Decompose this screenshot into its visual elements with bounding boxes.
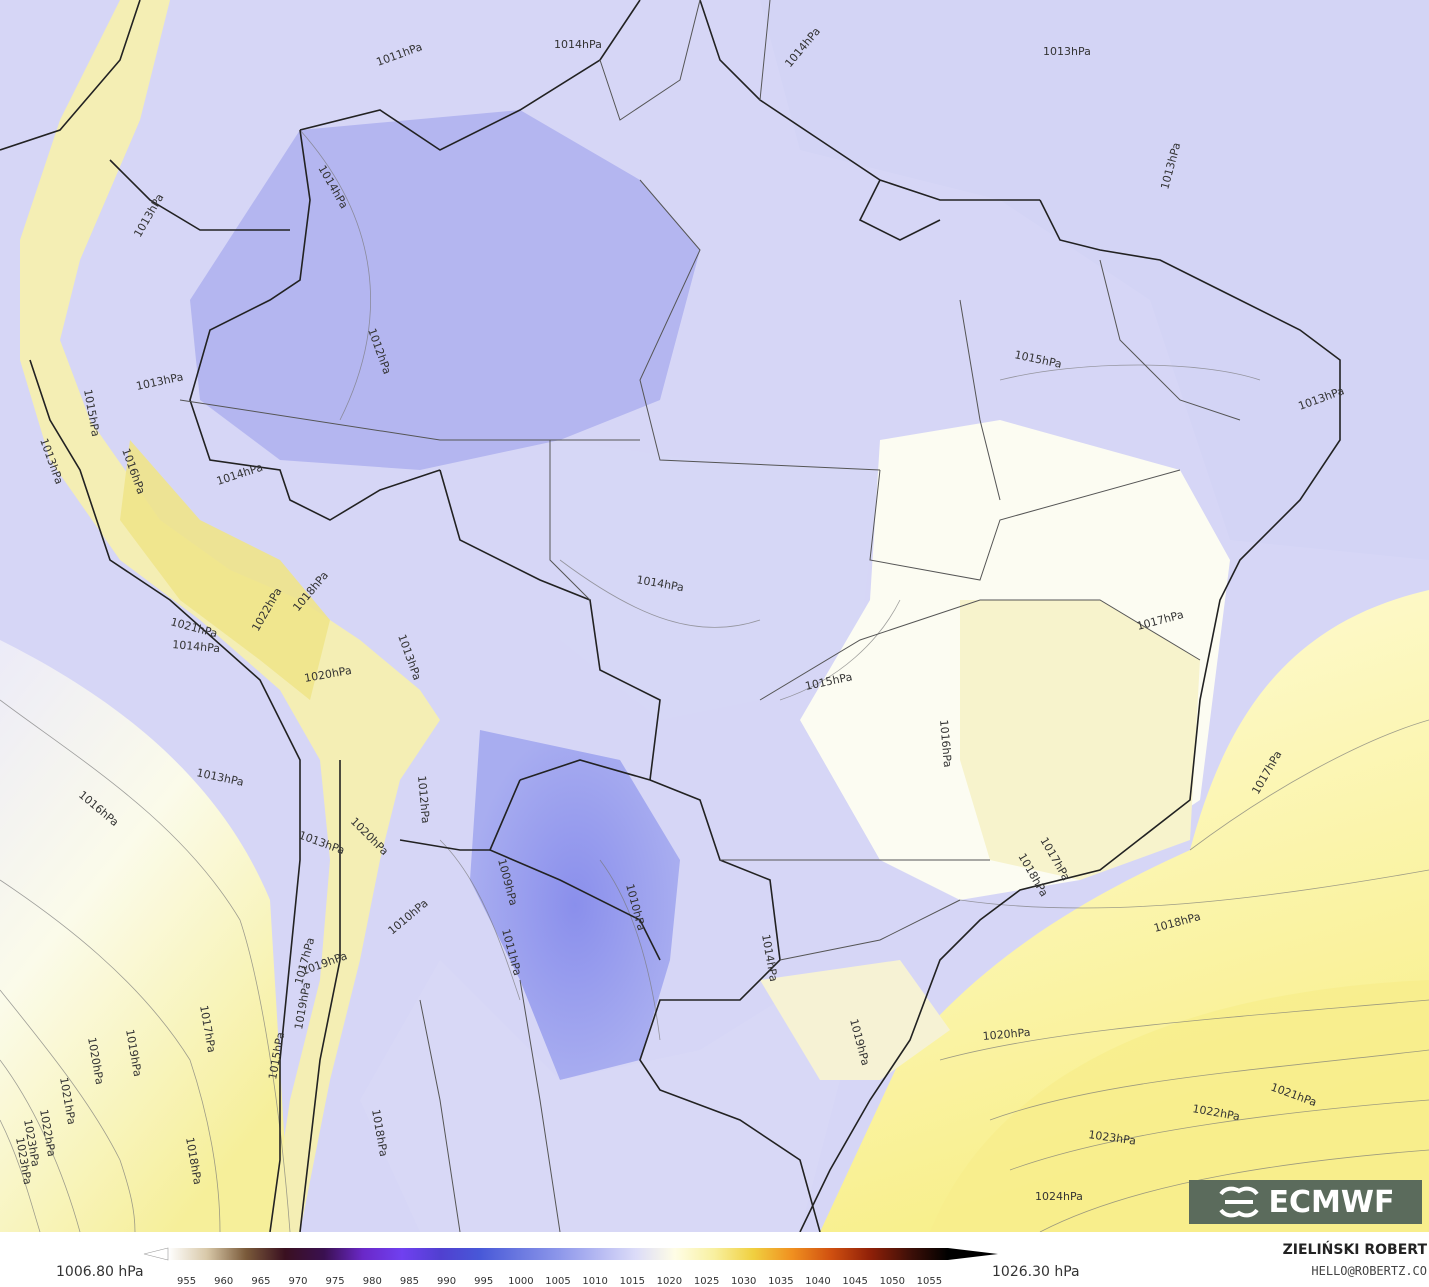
amazon-low-field: [190, 110, 700, 470]
colorbar-tick-label: 1000: [508, 1276, 533, 1286]
colorbar-tick-label: 960: [214, 1276, 233, 1286]
colorbar-tick-label: 955: [177, 1276, 196, 1286]
isobar-label: 1024hPa: [1035, 1190, 1083, 1203]
andes-highlands: [120, 440, 330, 700]
north-atlantic-field: [760, 0, 1429, 560]
state-borders: [179, 0, 1241, 1232]
colorbar-gradient: [168, 1248, 948, 1260]
colorbar-tick-label: 995: [474, 1276, 493, 1286]
ecmwf-logo: ECMWF: [1189, 1180, 1422, 1224]
colorbar-tick-label: 1015: [620, 1276, 645, 1286]
colorbar-tick-label: 1045: [842, 1276, 867, 1286]
pressure-colorbar: 955 960 965 970 975 980 985 990 995 1000 1005 1010 1…: [143, 1247, 998, 1286]
country-borders: [0, 0, 1341, 1232]
colorbar-tick-label: 1035: [768, 1276, 793, 1286]
colorbar-tick-label: 970: [288, 1276, 307, 1286]
legend-min-label: 1006.80 hPa: [56, 1264, 144, 1280]
colorbar-tick-label: 1055: [917, 1276, 942, 1286]
pressure-map: 1014hPa 1014hPa 1013hPa 1011hPa 1013hPa …: [0, 0, 1429, 1232]
isobar-lines: [0, 129, 1429, 1232]
author-email: HELLO@ROBERTZ.CO: [1311, 1264, 1427, 1278]
colorbar-tick-label: 1030: [731, 1276, 756, 1286]
colorbar-tick-label: 1040: [805, 1276, 830, 1286]
ecmwf-logo-icon: [1218, 1186, 1259, 1218]
colorbar-tick-label: 965: [251, 1276, 270, 1286]
south-atlantic-deep-field: [930, 980, 1429, 1232]
central-brazil-field: [560, 440, 880, 720]
isobar-label: 1013hPa: [1043, 45, 1091, 58]
isobar-label: 1014hPa: [554, 38, 602, 51]
southwest-pacific-field: [0, 640, 290, 1232]
isobar-label: 1012hPa: [415, 775, 432, 824]
southeast-yellow-field: [960, 600, 1200, 880]
author-name: ZIELIŃSKI ROBERT: [1282, 1242, 1427, 1258]
chaco-low-field: [470, 730, 680, 1080]
colorbar-tick-label: 990: [437, 1276, 456, 1286]
isobar-label: 1020hPa: [982, 1026, 1031, 1043]
colorbar-tick-label: 1050: [880, 1276, 905, 1286]
colorbar-tick-label: 985: [400, 1276, 419, 1286]
legend-footer: 1006.80 hPa 955 960 965 970 975 980 985 990 995 1…: [0, 1232, 1429, 1287]
ecmwf-logo-text: ECMWF: [1268, 1184, 1395, 1220]
colorbar-max-arrow: [948, 1248, 998, 1260]
colorbar-min-arrow: [143, 1247, 169, 1261]
colorbar-tick-label: 1010: [582, 1276, 607, 1286]
pampas-field: [360, 960, 840, 1232]
isobar-label: 1016hPa: [937, 719, 954, 768]
isobar-label: 1014hPa: [172, 638, 221, 655]
colorbar-tick-label: 975: [326, 1276, 345, 1286]
colorbar-tick-label: 980: [363, 1276, 382, 1286]
map-svg: 1014hPa 1014hPa 1013hPa 1011hPa 1013hPa …: [0, 0, 1429, 1232]
colorbar-tick-label: 1025: [694, 1276, 719, 1286]
legend-max-label: 1026.30 hPa: [992, 1264, 1080, 1280]
colorbar-tick-label: 1020: [657, 1276, 682, 1286]
colorbar-tick-label: 1005: [545, 1276, 570, 1286]
